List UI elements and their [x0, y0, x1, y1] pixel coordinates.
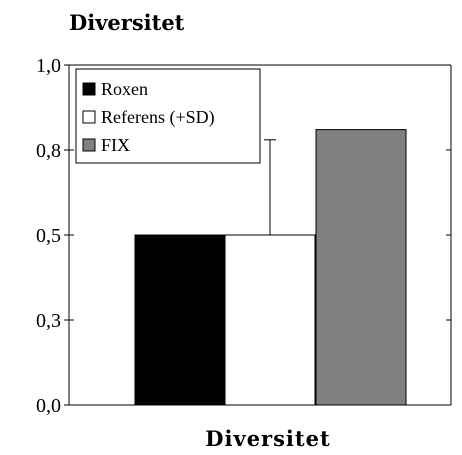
- legend-swatch: [82, 110, 96, 124]
- legend-label: FIX: [101, 135, 130, 155]
- legend-label: Referens (+SD): [101, 107, 215, 128]
- legend: Roxen Referens (+SD) FIX: [75, 68, 261, 164]
- plot-area: [134, 129, 407, 406]
- chart-title: Diversitet: [69, 10, 185, 35]
- y-tick-label: 0,5: [36, 225, 61, 247]
- y-tick-label: 0,8: [36, 140, 61, 162]
- x-axis-label: Diversitet: [205, 426, 330, 451]
- bar-fix: [315, 129, 407, 406]
- bar-referens-sd: [224, 234, 316, 406]
- legend-box: [75, 68, 261, 164]
- legend-swatch: [82, 138, 96, 152]
- y-tick-label: 0,3: [36, 310, 61, 332]
- axes: 0,0 0,3 0,5 0,8 1,0: [36, 55, 452, 417]
- y-tick-label: 1,0: [36, 55, 61, 77]
- legend-swatch: [82, 82, 96, 96]
- y-tick-label: 0,0: [36, 395, 61, 417]
- legend-label: Roxen: [101, 79, 148, 99]
- bar-roxen: [134, 234, 226, 406]
